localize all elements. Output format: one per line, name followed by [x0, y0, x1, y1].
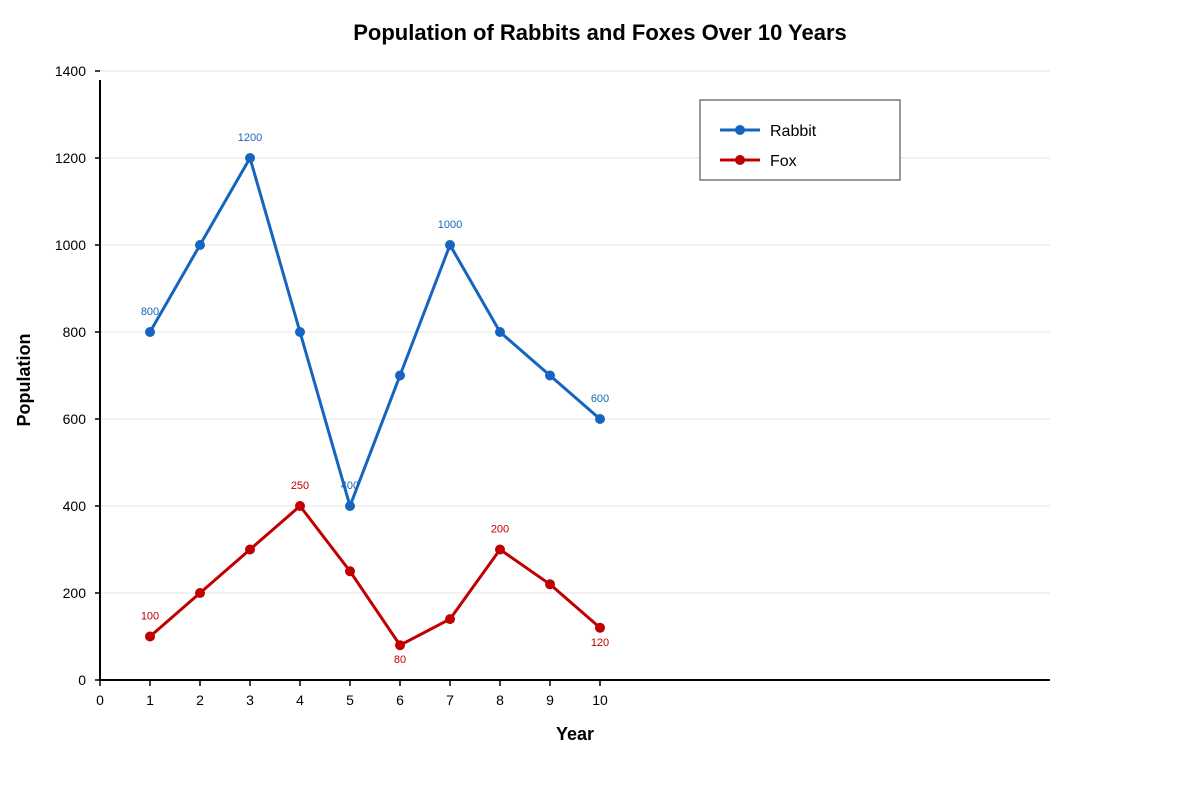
x-tick-label: 3 — [246, 692, 254, 708]
fox-data-label: 100 — [141, 611, 159, 623]
fox-point — [345, 566, 355, 577]
chart-title: Population of Rabbits and Foxes Over 10 … — [353, 20, 847, 45]
legend-box — [699, 99, 901, 181]
rabbit-point — [145, 327, 155, 337]
y-tick-label: 800 — [63, 324, 87, 340]
y-tick-label: 400 — [63, 498, 87, 514]
y-tick-label: 1000 — [55, 237, 86, 253]
rabbit-point — [345, 501, 355, 511]
grid-lines — [100, 70, 1050, 594]
y-tick-label: 200 — [63, 585, 87, 601]
fox-point — [545, 579, 555, 590]
rabbit-point — [395, 370, 405, 381]
fox-point — [245, 544, 255, 555]
rabbit-point — [445, 240, 455, 250]
x-tick-label: 8 — [496, 692, 504, 708]
x-tick-label: 7 — [446, 692, 454, 708]
x-tick-label: 6 — [396, 692, 404, 708]
fox-point — [445, 614, 455, 625]
legend-swatch-marker — [735, 155, 745, 165]
rabbit-data-label: 1000 — [438, 219, 462, 231]
x-tick-label: 4 — [296, 692, 304, 708]
fox-point — [295, 501, 305, 511]
fox-series — [145, 501, 605, 651]
x-tick-label: 0 — [96, 692, 104, 708]
fox-point — [495, 544, 505, 555]
rabbit-data-label: 800 — [141, 306, 159, 318]
fox-data-label: 250 — [291, 480, 309, 492]
fox-point — [595, 622, 605, 633]
rabbit-line — [148, 156, 601, 508]
x-tick-label: 5 — [346, 692, 354, 708]
fox-line — [149, 504, 601, 647]
x-tick-label: 1 — [146, 692, 154, 708]
legend-label: Rabbit — [770, 123, 817, 140]
x-tick-label: 2 — [196, 692, 204, 708]
legend: Rabbit Fox — [699, 99, 901, 181]
y-tick-label: 1400 — [55, 63, 86, 79]
y-tick-label: 0 — [78, 672, 86, 688]
x-axis-label: Year — [556, 724, 594, 744]
rabbit-point — [545, 370, 555, 381]
data-labels: 800 1200 400 1000 600 100 250 80 200 120 — [141, 132, 609, 666]
rabbit-point — [295, 327, 305, 337]
y-tick-label: 1200 — [55, 150, 86, 166]
axes — [99, 80, 1050, 681]
fox-data-label: 200 — [491, 524, 509, 536]
rabbit-point — [245, 153, 255, 163]
fox-point — [395, 640, 405, 651]
y-axis-label: Population — [14, 334, 34, 427]
legend-label: Fox — [770, 153, 797, 170]
fox-data-label: 120 — [591, 637, 609, 649]
legend-item-rabbit: Rabbit — [720, 123, 817, 140]
y-tick-label: 600 — [63, 411, 87, 427]
rabbit-point — [495, 327, 505, 337]
tick-labels: 0 200 400 600 800 1000 1200 1400 0 1 2 3 4 5 6 7 8 9 10 — [55, 63, 608, 708]
fox-data-label: 80 — [394, 654, 406, 666]
rabbit-data-label: 600 — [591, 393, 609, 405]
x-tick-label: 10 — [592, 692, 608, 708]
rabbit-data-label: 400 — [341, 480, 359, 492]
x-tick-label: 9 — [546, 692, 554, 708]
series-layer — [145, 153, 605, 651]
rabbit-point — [195, 240, 205, 250]
legend-item-fox: Fox — [720, 153, 797, 170]
fox-point — [195, 588, 205, 598]
legend-swatch-marker — [735, 125, 745, 135]
rabbit-point — [595, 414, 605, 424]
rabbit-series — [145, 153, 605, 511]
rabbit-data-label: 1200 — [238, 132, 262, 144]
fox-point — [145, 631, 155, 642]
